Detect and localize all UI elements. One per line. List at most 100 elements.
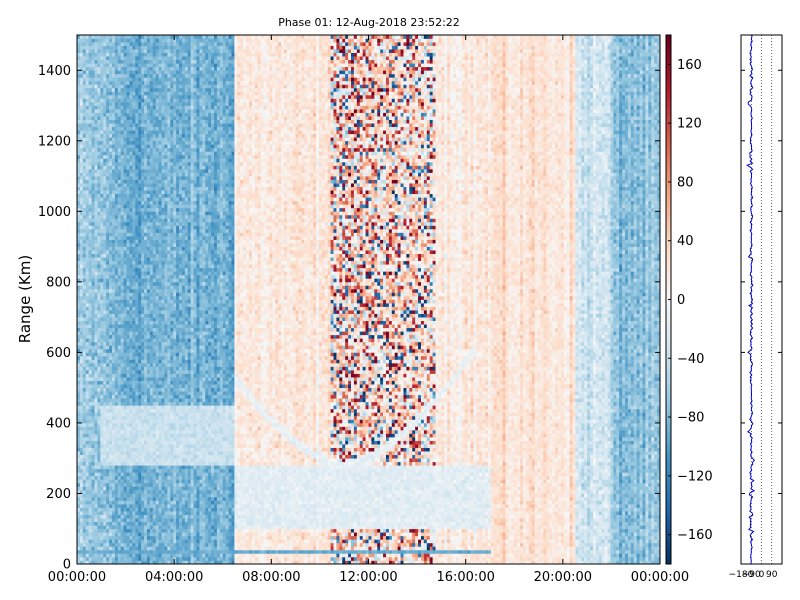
heatmap-cell bbox=[103, 116, 106, 120]
heatmap-cell bbox=[83, 349, 86, 353]
heatmap-cell bbox=[89, 296, 92, 300]
heatmap-cell bbox=[106, 197, 109, 201]
heatmap-cell bbox=[86, 317, 89, 321]
heatmap-cell bbox=[94, 91, 97, 95]
heatmap-cell bbox=[86, 522, 89, 526]
heatmap-cell bbox=[83, 430, 86, 434]
heatmap-cell bbox=[92, 479, 95, 483]
heatmap-cell bbox=[86, 402, 89, 406]
heatmap-cell bbox=[94, 434, 97, 438]
heatmap-cell bbox=[94, 300, 97, 304]
heatmap-cell bbox=[92, 543, 95, 547]
heatmap-cell bbox=[106, 225, 109, 229]
heatmap-cell bbox=[83, 84, 86, 88]
heatmap-cell bbox=[94, 515, 97, 519]
heatmap-cell bbox=[80, 321, 83, 325]
heatmap-cell bbox=[92, 377, 95, 381]
heatmap-cell bbox=[100, 98, 103, 102]
heatmap-cell bbox=[106, 493, 109, 497]
heatmap-cell bbox=[109, 518, 112, 522]
heatmap-cell bbox=[92, 374, 95, 378]
heatmap-cell bbox=[100, 398, 103, 402]
heatmap-cell bbox=[89, 307, 92, 311]
heatmap-cell bbox=[94, 70, 97, 74]
heatmap-cell bbox=[94, 391, 97, 395]
heatmap-cell bbox=[106, 254, 109, 258]
heatmap-cell bbox=[83, 321, 86, 325]
heatmap-cell bbox=[94, 155, 97, 159]
heatmap-cell bbox=[83, 67, 86, 71]
heatmap-cell bbox=[97, 42, 100, 46]
heatmap-cell bbox=[106, 240, 109, 244]
heatmap-cell bbox=[97, 236, 100, 240]
heatmap-cell bbox=[80, 190, 83, 194]
heatmap-cell bbox=[94, 423, 97, 427]
heatmap-cell bbox=[106, 264, 109, 268]
heatmap-cell bbox=[92, 183, 95, 187]
heatmap-cell bbox=[97, 359, 100, 363]
heatmap-cell bbox=[86, 63, 89, 67]
heatmap-cell bbox=[100, 155, 103, 159]
heatmap-cell bbox=[89, 451, 92, 455]
heatmap-cell bbox=[86, 84, 89, 88]
heatmap-cell bbox=[92, 557, 95, 561]
heatmap-cell bbox=[80, 250, 83, 254]
heatmap-cell bbox=[106, 483, 109, 487]
heatmap-cell bbox=[86, 405, 89, 409]
heatmap-cell bbox=[97, 165, 100, 169]
heatmap-cell bbox=[109, 479, 112, 483]
heatmap-cell bbox=[97, 472, 100, 476]
heatmap-cell bbox=[80, 469, 83, 473]
heatmap-cell bbox=[89, 292, 92, 296]
heatmap-cell bbox=[100, 84, 103, 88]
heatmap-cell bbox=[80, 522, 83, 526]
heatmap-cell bbox=[89, 257, 92, 261]
heatmap-cell bbox=[89, 127, 92, 131]
heatmap-cell bbox=[86, 486, 89, 490]
heatmap-cell bbox=[92, 483, 95, 487]
heatmap-cell bbox=[106, 529, 109, 533]
heatmap-cell bbox=[100, 388, 103, 392]
heatmap-cell bbox=[92, 462, 95, 466]
heatmap-cell bbox=[106, 151, 109, 155]
heatmap-cell bbox=[103, 483, 106, 487]
heatmap-cell bbox=[94, 430, 97, 434]
heatmap-cell bbox=[80, 49, 83, 53]
heatmap-cell bbox=[100, 472, 103, 476]
heatmap-cell bbox=[94, 342, 97, 346]
heatmap-cell bbox=[92, 296, 95, 300]
heatmap-cell bbox=[86, 151, 89, 155]
heatmap-cell bbox=[89, 158, 92, 162]
heatmap-cell bbox=[109, 490, 112, 494]
heatmap-cell bbox=[103, 222, 106, 226]
heatmap-cell bbox=[83, 497, 86, 501]
heatmap-cell bbox=[83, 550, 86, 554]
heatmap-cell bbox=[86, 497, 89, 501]
heatmap-cell bbox=[97, 278, 100, 282]
heatmap-cell bbox=[100, 183, 103, 187]
heatmap-cell bbox=[100, 165, 103, 169]
heatmap-cell bbox=[100, 187, 103, 191]
heatmap-cell bbox=[103, 412, 106, 416]
heatmap-cell bbox=[86, 518, 89, 522]
heatmap-cell bbox=[80, 215, 83, 219]
heatmap-cell bbox=[106, 402, 109, 406]
heatmap-cell bbox=[89, 271, 92, 275]
heatmap-cell bbox=[92, 211, 95, 215]
heatmap-cell bbox=[80, 120, 83, 124]
heatmap-cell bbox=[92, 225, 95, 229]
heatmap-cell bbox=[97, 155, 100, 159]
heatmap-cell bbox=[92, 423, 95, 427]
heatmap-cell bbox=[89, 268, 92, 272]
heatmap-cell bbox=[103, 204, 106, 208]
heatmap-cell bbox=[94, 493, 97, 497]
heatmap-cell bbox=[100, 338, 103, 342]
heatmap-cell bbox=[100, 317, 103, 321]
heatmap-cell bbox=[94, 419, 97, 423]
heatmap-cell bbox=[106, 250, 109, 254]
heatmap-cell bbox=[100, 116, 103, 120]
heatmap-cell bbox=[103, 88, 106, 92]
heatmap-cell bbox=[97, 497, 100, 501]
heatmap-cell bbox=[94, 307, 97, 311]
heatmap-cell bbox=[86, 359, 89, 363]
